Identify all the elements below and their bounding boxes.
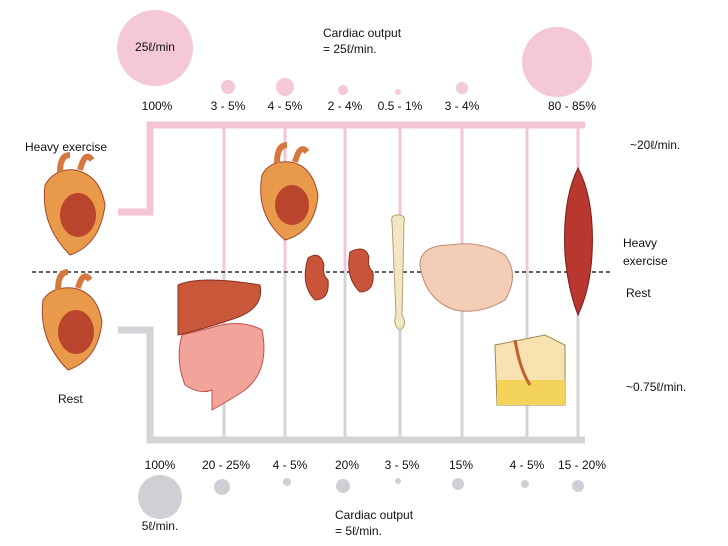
percentage: 2 - 4% — [328, 99, 363, 113]
right-label: ~0.75ℓ/min. — [626, 380, 686, 394]
percentage: 100% — [142, 99, 173, 113]
percentage: 15 - 20% — [558, 458, 606, 472]
percentage: 20 - 25% — [202, 458, 250, 472]
right-label: Rest — [626, 286, 651, 300]
rest-pipes — [118, 326, 585, 444]
circle-label: 5ℓ/min. — [142, 519, 179, 533]
heart-rest — [41, 269, 103, 371]
percentage: 100% — [145, 458, 176, 472]
percentage: 20% — [335, 458, 359, 472]
percentage: 3 - 5% — [385, 458, 420, 472]
percentage: 4 - 5% — [273, 458, 308, 472]
cardiac-output: = 5ℓ/min. — [335, 524, 382, 538]
heart-exercise — [43, 152, 106, 256]
percentage: 3 - 4% — [445, 99, 480, 113]
circle-label: 25ℓ/min — [135, 40, 175, 54]
cardiac-output: = 25ℓ/min. — [323, 42, 377, 56]
percentage: 0.5 - 1% — [378, 99, 423, 113]
exercise-circles — [117, 10, 592, 97]
rest-percentages: 100% 20 - 25% 4 - 5% 20% 3 - 5% 15% 4 - 5% 15 -… — [145, 458, 607, 472]
heart-organ — [260, 142, 319, 241]
brain — [419, 243, 513, 312]
left-label: Rest — [58, 392, 83, 406]
liver-intestines — [177, 279, 265, 411]
rest-circles — [138, 475, 584, 519]
cardiac-output: Cardiac output — [335, 508, 414, 522]
muscle — [564, 166, 593, 317]
left-label: Heavy exercise — [25, 140, 107, 154]
right-label: Heavy — [623, 236, 657, 250]
bone — [391, 214, 406, 331]
percentage: 4 - 5% — [510, 458, 545, 472]
exercise-pipes — [118, 121, 585, 216]
kidneys — [304, 248, 374, 301]
percentage: 3 - 5% — [211, 99, 246, 113]
exercise-percentages: 100% 3 - 5% 4 - 5% 2 - 4% 0.5 - 1% 3 - 4% 80 -… — [142, 99, 597, 113]
percentage: 80 - 85% — [548, 99, 596, 113]
cardiac-output: Cardiac output — [323, 26, 402, 40]
right-label: exercise — [623, 254, 668, 268]
percentage: 4 - 5% — [268, 99, 303, 113]
percentage: 15% — [449, 458, 473, 472]
skin — [494, 334, 566, 406]
right-label: ~20ℓ/min. — [630, 138, 680, 152]
